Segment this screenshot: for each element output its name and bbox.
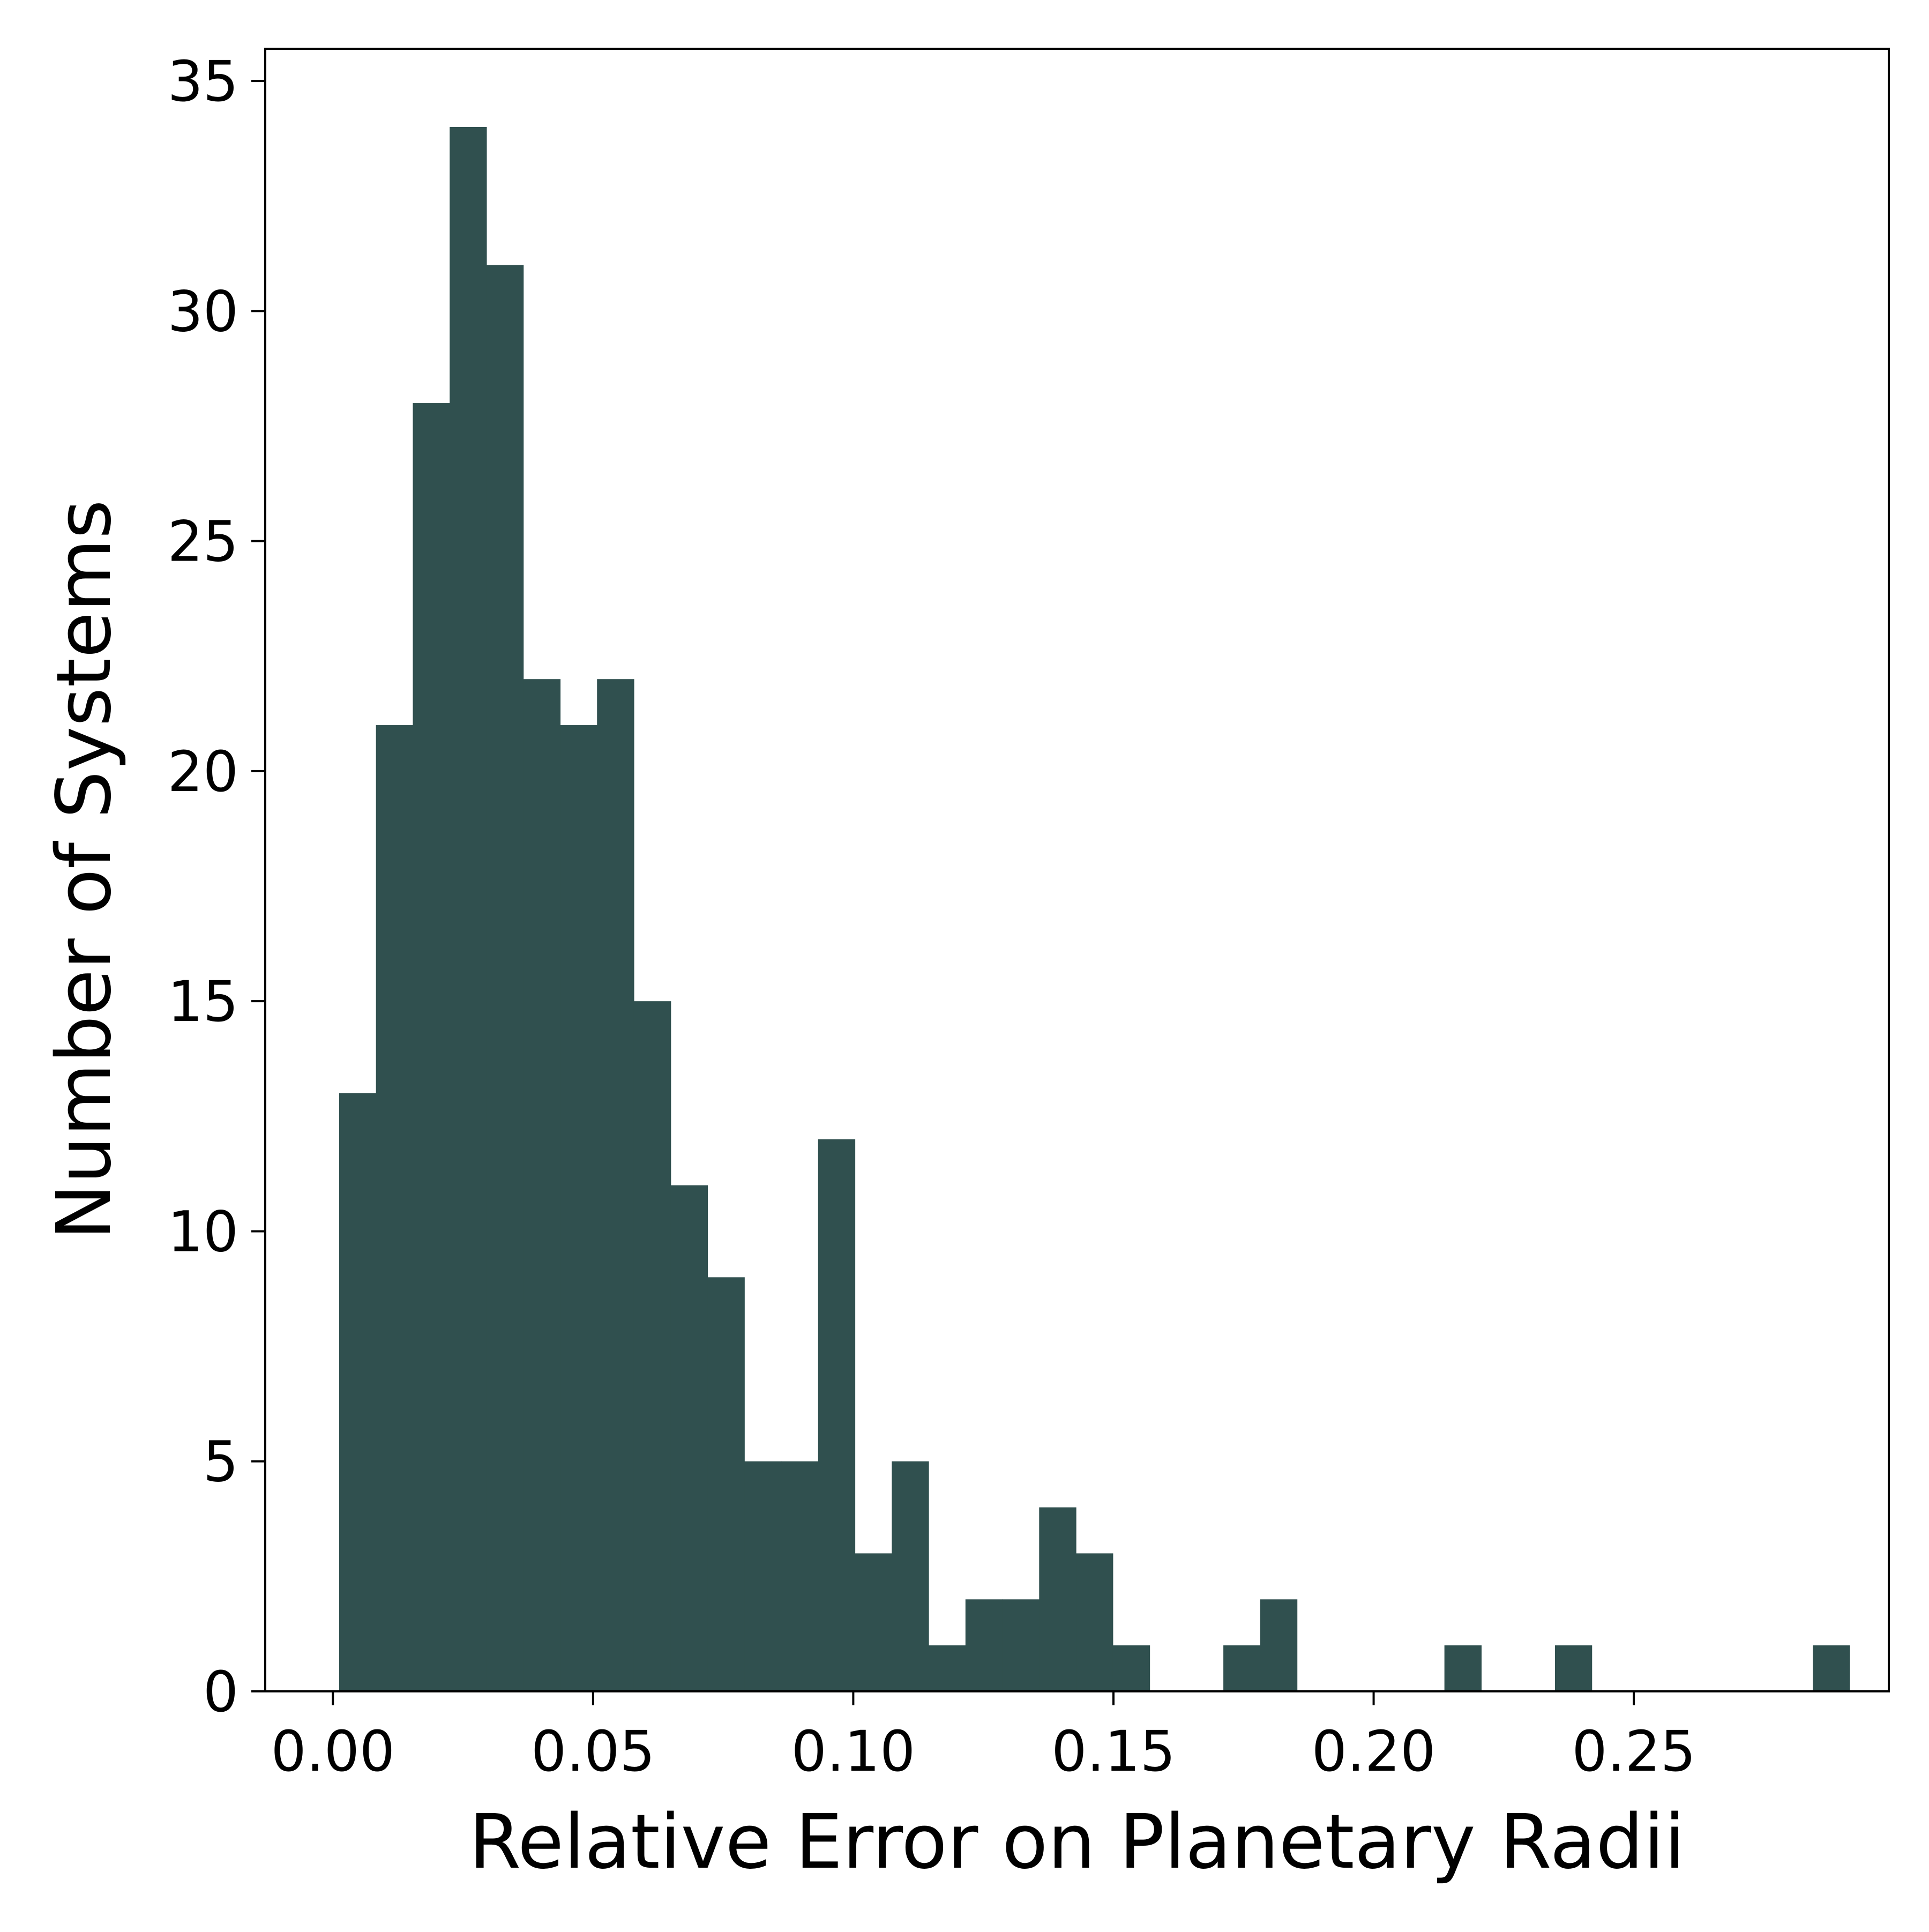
y-tick-label: 25 <box>168 509 238 575</box>
y-tick-label: 0 <box>203 1659 238 1725</box>
histogram-bar <box>818 1139 856 1691</box>
plot-area-frame <box>264 48 1890 1692</box>
histogram-bar <box>450 126 487 1692</box>
x-tick-label: 0.05 <box>531 1719 655 1784</box>
histogram-bar <box>560 725 597 1691</box>
y-tick-label: 10 <box>168 1199 238 1264</box>
histogram-bar <box>1039 1507 1076 1691</box>
bars-layer <box>339 126 1850 1692</box>
x-tick-label: 0.25 <box>1572 1719 1696 1784</box>
histogram-bar <box>855 1553 892 1691</box>
histogram-bar <box>1076 1553 1113 1691</box>
histogram-bar <box>376 725 414 1691</box>
histogram-bar <box>744 1461 782 1691</box>
x-axis-ticks: 0.00 0.05 0.10 0.15 0.20 0.25 <box>271 1691 1696 1784</box>
histogram-bar <box>339 1093 377 1691</box>
histogram-bar <box>1260 1599 1298 1691</box>
y-tick-label: 35 <box>168 49 238 114</box>
histogram-bar <box>1444 1645 1482 1691</box>
histogram-bar <box>486 265 524 1691</box>
histogram-bar <box>413 403 450 1691</box>
y-axis-ticks: 0 5 10 15 20 25 30 35 <box>168 49 265 1725</box>
histogram-bar <box>892 1461 929 1691</box>
histogram-bar <box>1002 1599 1040 1691</box>
x-tick-label: 0.00 <box>271 1719 395 1784</box>
y-tick-label: 30 <box>168 279 238 344</box>
x-tick-label: 0.20 <box>1312 1719 1436 1784</box>
histogram-bar <box>670 1185 708 1691</box>
x-tick-label: 0.10 <box>791 1719 916 1784</box>
y-tick-label: 15 <box>168 969 238 1034</box>
histogram-bar <box>965 1599 1003 1691</box>
histogram-bar <box>707 1277 745 1691</box>
histogram-bar <box>1112 1645 1150 1691</box>
histogram-bar <box>523 679 561 1691</box>
y-axis-label: Number of Systems <box>41 499 128 1240</box>
y-tick-label: 5 <box>203 1429 238 1495</box>
x-axis-label: Relative Error on Planetary Radii <box>469 1799 1685 1886</box>
histogram-bar <box>1813 1645 1850 1691</box>
x-tick-label: 0.15 <box>1051 1719 1176 1784</box>
histogram-bar <box>633 1001 671 1691</box>
histogram-bar <box>929 1645 966 1691</box>
histogram-bar <box>1554 1645 1592 1691</box>
histogram-bar <box>1223 1645 1261 1691</box>
y-tick-label: 20 <box>168 739 238 804</box>
histogram-bar <box>597 679 634 1691</box>
histogram-bar <box>781 1461 819 1691</box>
